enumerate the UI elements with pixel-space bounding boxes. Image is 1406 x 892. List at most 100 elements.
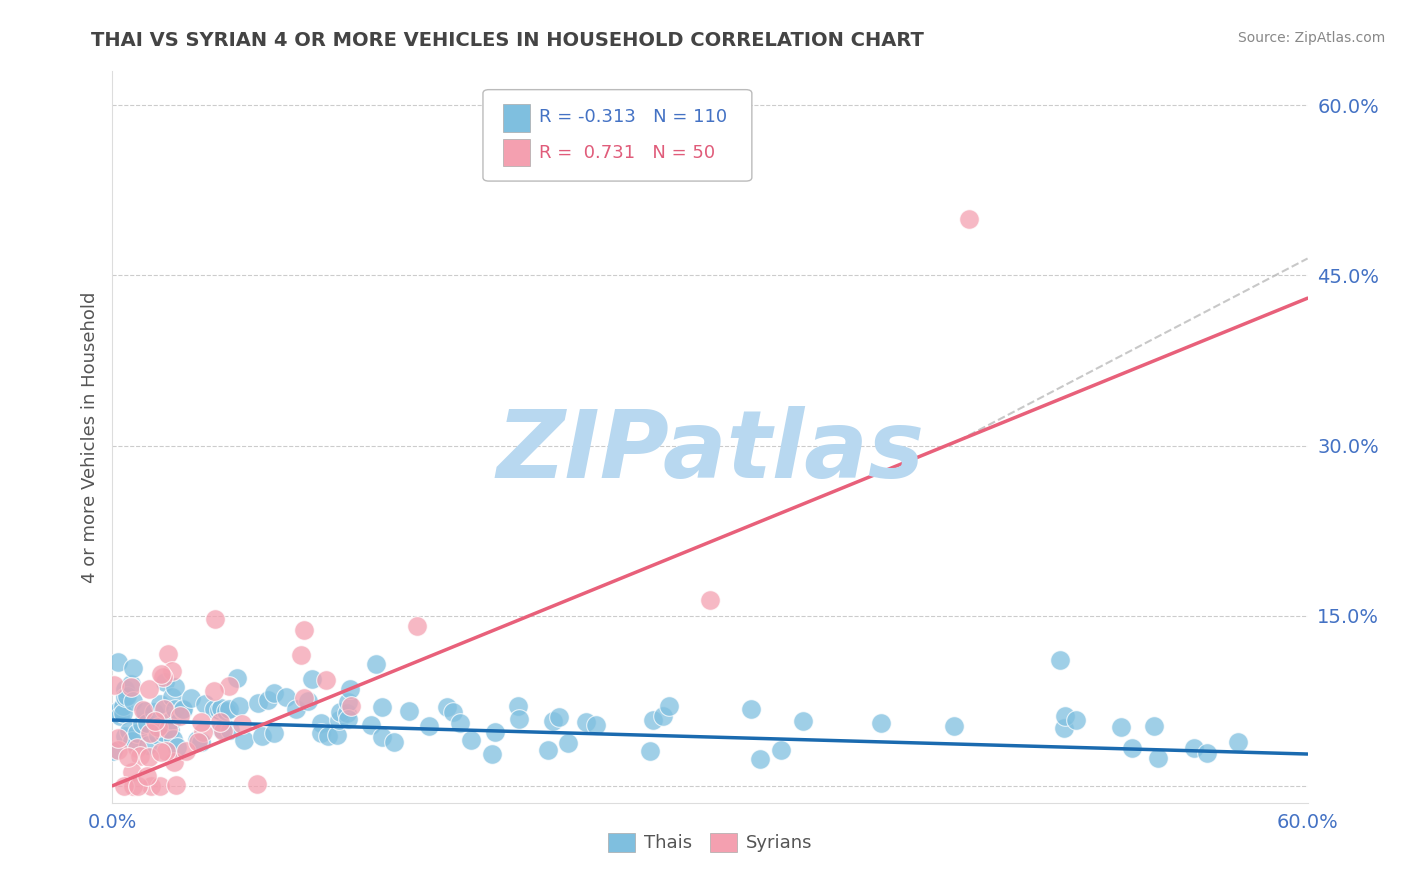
Point: [1064, 713, 1087, 727]
Point: [537, 743, 560, 757]
Point: [575, 715, 598, 730]
Point: [290, 648, 312, 662]
Point: [943, 718, 966, 732]
Point: [1226, 735, 1249, 749]
Point: [218, 679, 240, 693]
Point: [336, 695, 359, 709]
Point: [143, 714, 166, 728]
Point: [585, 717, 607, 731]
Point: [117, 750, 139, 764]
Point: [506, 699, 529, 714]
Point: [136, 716, 159, 731]
Point: [770, 743, 793, 757]
Point: [136, 738, 159, 752]
Point: [139, 779, 162, 793]
Legend: Thais, Syrians: Thais, Syrians: [600, 826, 820, 860]
Point: [153, 675, 176, 690]
Point: [232, 733, 254, 747]
Point: [231, 717, 253, 731]
Point: [191, 725, 214, 739]
Point: [219, 723, 242, 737]
Point: [127, 741, 149, 756]
Point: [957, 211, 980, 226]
Point: [226, 671, 249, 685]
Point: [418, 719, 440, 733]
Point: [121, 734, 143, 748]
Point: [153, 701, 176, 715]
Point: [146, 728, 169, 742]
Point: [641, 713, 664, 727]
Point: [1197, 746, 1219, 760]
Point: [131, 717, 153, 731]
Point: [111, 699, 134, 714]
Point: [152, 725, 174, 739]
Point: [441, 705, 464, 719]
Point: [142, 705, 165, 719]
Point: [174, 743, 197, 757]
Point: [172, 702, 194, 716]
Y-axis label: 4 or more Vehicles in Household: 4 or more Vehicles in Household: [80, 292, 98, 582]
Point: [543, 714, 565, 728]
Point: [658, 698, 681, 713]
Text: R =  0.731   N = 50: R = 0.731 N = 50: [538, 144, 716, 161]
Point: [121, 694, 143, 708]
Point: [301, 672, 323, 686]
Point: [274, 690, 297, 705]
Point: [508, 712, 530, 726]
Point: [122, 779, 145, 793]
Point: [120, 677, 142, 691]
Point: [557, 736, 579, 750]
Point: [114, 690, 136, 704]
Point: [1147, 750, 1170, 764]
Point: [112, 706, 135, 720]
Point: [1049, 653, 1071, 667]
Point: [316, 730, 339, 744]
Point: [162, 731, 184, 746]
Point: [103, 678, 125, 692]
Point: [169, 709, 191, 723]
Point: [246, 777, 269, 791]
Point: [125, 726, 148, 740]
Point: [364, 657, 387, 671]
Point: [209, 701, 232, 715]
Point: [108, 709, 131, 723]
Point: [228, 698, 250, 713]
Point: [740, 702, 762, 716]
Point: [138, 726, 160, 740]
Text: ZIPatlas: ZIPatlas: [496, 406, 924, 498]
FancyBboxPatch shape: [503, 138, 530, 167]
Point: [149, 779, 172, 793]
Point: [1121, 740, 1143, 755]
Point: [114, 729, 136, 743]
Text: THAI VS SYRIAN 4 OR MORE VEHICLES IN HOUSEHOLD CORRELATION CHART: THAI VS SYRIAN 4 OR MORE VEHICLES IN HOU…: [91, 31, 924, 50]
Point: [382, 735, 405, 749]
Point: [148, 720, 170, 734]
Point: [218, 702, 240, 716]
Point: [436, 700, 458, 714]
FancyBboxPatch shape: [484, 90, 752, 181]
Point: [1109, 721, 1132, 735]
Point: [165, 680, 187, 694]
Point: [159, 723, 181, 737]
Point: [285, 702, 308, 716]
Point: [136, 769, 159, 783]
Point: [371, 731, 394, 745]
Point: [149, 697, 172, 711]
Point: [339, 682, 361, 697]
Point: [340, 698, 363, 713]
Point: [292, 624, 315, 638]
Point: [257, 693, 280, 707]
Point: [128, 749, 150, 764]
Point: [208, 703, 231, 717]
Point: [114, 682, 136, 697]
Point: [190, 714, 212, 729]
Point: [246, 696, 269, 710]
Point: [107, 704, 129, 718]
Point: [460, 732, 482, 747]
Point: [138, 750, 160, 764]
Point: [699, 593, 721, 607]
Point: [337, 712, 360, 726]
Point: [194, 697, 217, 711]
Point: [127, 779, 149, 793]
Point: [548, 710, 571, 724]
